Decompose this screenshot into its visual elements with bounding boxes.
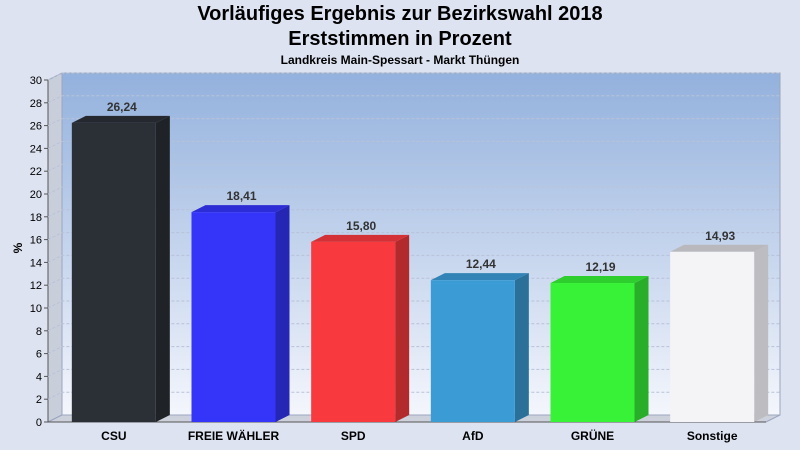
- bar-top: [550, 276, 649, 284]
- y-tick-label: 16: [30, 235, 42, 247]
- plot-area: [61, 72, 781, 416]
- chart-title-line2: Erststimmen in Prozent: [288, 28, 512, 50]
- y-tick-label: 28: [30, 98, 42, 110]
- gridline: [47, 118, 780, 127]
- bar: [550, 283, 635, 422]
- y-axis-label: %: [11, 242, 25, 253]
- gridline: [47, 346, 780, 355]
- gridline: [47, 186, 780, 195]
- x-tick-label: GRÜNE: [571, 428, 614, 443]
- y-tick-label: 20: [30, 189, 42, 201]
- bar-value-label: 14,93: [705, 229, 735, 243]
- x-tick-label: SPD: [341, 429, 366, 443]
- bar: [311, 241, 396, 422]
- bar-side: [395, 234, 410, 422]
- y-tick-label: 24: [30, 143, 42, 155]
- bar-value-label: 12,44: [466, 257, 496, 271]
- bar-value-label: 18,41: [226, 189, 256, 203]
- y-tick-label: 0: [36, 417, 42, 429]
- gridline: [47, 254, 780, 263]
- bar-side: [275, 205, 290, 422]
- y-tick-label: 10: [30, 303, 42, 315]
- y-tick-label: 14: [30, 257, 42, 269]
- gridline: [47, 232, 780, 241]
- chart-subtitle: Landkreis Main-Spessart - Markt Thüngen: [280, 53, 520, 67]
- bar-value-label: 26,24: [107, 100, 137, 114]
- left-wall: [47, 72, 63, 423]
- y-tick-label: 18: [30, 212, 42, 224]
- x-tick-label: AfD: [462, 429, 484, 443]
- y-tick-label: 6: [36, 349, 42, 361]
- bar-side: [754, 244, 769, 422]
- bar-side: [634, 276, 649, 422]
- gridline: [47, 95, 780, 104]
- gridline: [47, 391, 780, 400]
- y-tick-label: 22: [30, 166, 42, 178]
- bar-top: [191, 205, 290, 213]
- gridline: [47, 277, 780, 286]
- gridline: [47, 163, 780, 172]
- bar: [430, 280, 515, 422]
- y-tick-label: 4: [36, 371, 42, 383]
- gridline: [47, 323, 780, 332]
- x-tick-label: CSU: [101, 429, 126, 443]
- bar-top: [670, 244, 769, 252]
- bar-side: [155, 115, 170, 422]
- gridline: [47, 300, 780, 309]
- x-tick-label: FREIE WÄHLER: [188, 428, 280, 443]
- bar: [71, 122, 156, 422]
- y-tick-label: 8: [36, 326, 42, 338]
- gridline: [47, 209, 780, 218]
- y-tick-label: 2: [36, 394, 42, 406]
- bar-top: [430, 273, 529, 281]
- bar-side: [514, 273, 529, 422]
- gridline: [47, 72, 780, 81]
- gridline: [47, 140, 780, 149]
- bar-top: [71, 115, 170, 123]
- bar-value-label: 12,19: [585, 260, 615, 274]
- bar-top: [311, 234, 410, 242]
- x-tick-label: Sonstige: [687, 429, 738, 443]
- y-tick-label: 30: [30, 75, 42, 87]
- chart-title: Vorläufiges Ergebnis zur Bezirkswahl 201…: [197, 3, 603, 25]
- y-tick-label: 26: [30, 121, 42, 133]
- bar: [191, 212, 276, 422]
- bar-value-label: 15,80: [346, 219, 376, 233]
- gridline: [47, 368, 780, 377]
- y-tick-label: 12: [30, 280, 42, 292]
- bar: [670, 251, 755, 422]
